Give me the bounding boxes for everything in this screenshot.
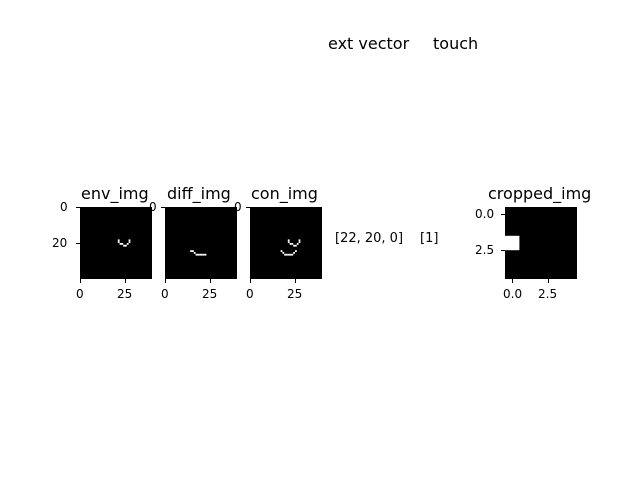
pixel [289, 243, 292, 245]
pixel [199, 253, 201, 256]
pixel [123, 244, 125, 247]
env-img-pixels [117, 239, 131, 247]
cropped-img-ytick-2-5: 2.5 [475, 243, 495, 257]
pixel [287, 241, 290, 243]
env-img-canvas [80, 207, 152, 279]
pixel [190, 250, 192, 252]
cropped-img-xtick-0: 0.0 [503, 287, 523, 301]
cropped-img-xtick-mark-2-5 [548, 279, 549, 283]
con-img-title: con_img [251, 184, 318, 203]
env-img-ytick-mark-20 [76, 243, 80, 244]
cropped-img-ytick-mark-0 [501, 214, 505, 215]
diff-img-ytick-mark-0 [161, 207, 165, 208]
con-img-xtick-mark-25 [295, 279, 296, 283]
pixel [293, 252, 295, 254]
diff-img-xtick-mark-25 [210, 279, 211, 283]
pixel [121, 243, 124, 245]
pixel [119, 243, 122, 245]
pixel [287, 253, 290, 256]
cropped-img-canvas [505, 207, 577, 279]
diff-img-canvas [165, 207, 237, 279]
diff-img-title: diff_img [167, 184, 231, 203]
pixel [298, 239, 301, 242]
pixel [192, 250, 194, 252]
con-img-pixels [280, 239, 301, 256]
con-img-xtick-25: 25 [287, 287, 303, 301]
pixel [289, 253, 292, 256]
pixel [195, 253, 198, 256]
pixel [128, 239, 131, 242]
pixel [295, 244, 297, 247]
env-img-xtick-25: 25 [117, 287, 133, 301]
env-img-ytick-0: 0 [60, 200, 68, 214]
pixel [128, 241, 131, 243]
pixel [296, 243, 299, 245]
cropped-img-xtick-mark-0 [512, 279, 513, 283]
pixel [202, 253, 205, 256]
pixel [291, 253, 294, 256]
con-img-canvas [250, 207, 322, 279]
cropped-img-ytick-mark-2-5 [501, 250, 505, 251]
diff-img-pixels [190, 250, 207, 256]
cropped-img-xtick-2-5: 2.5 [538, 287, 558, 301]
pixel [291, 243, 294, 245]
pixel [193, 252, 196, 254]
header-ext-vector: ext vector [328, 34, 410, 53]
con-img-xtick-mark-0 [250, 279, 251, 283]
pixel [126, 243, 129, 245]
pixel [282, 252, 285, 254]
diff-img-ytick-0: 0 [149, 200, 157, 214]
env-img-ytick-mark-0 [76, 207, 80, 208]
env-img-xtick-mark-25 [125, 279, 126, 283]
env-img-ytick-20: 20 [52, 236, 68, 250]
con-img-ytick-0: 0 [234, 200, 242, 214]
env-img-title: env_img [81, 184, 149, 203]
touch-value: [1] [420, 231, 439, 246]
con-img-ytick-mark-0 [246, 207, 250, 208]
pixel [286, 253, 288, 256]
cropped-img-title: cropped_img [488, 184, 592, 203]
pixel [287, 239, 290, 242]
env-img-xtick-0: 0 [76, 287, 84, 301]
con-img-xtick-0: 0 [246, 287, 254, 301]
cropped-img-ytick-0: 0.0 [475, 207, 495, 221]
pixel [295, 250, 297, 252]
pixel [284, 253, 286, 256]
ext-vector-value: [22, 20, 0] [335, 231, 404, 246]
pixel [197, 253, 200, 256]
diff-img-xtick-25: 25 [202, 287, 218, 301]
diff-img-xtick-0: 0 [161, 287, 169, 301]
cropped-img-pixels [505, 235, 520, 251]
pixel [280, 250, 283, 252]
diff-img-xtick-mark-0 [165, 279, 166, 283]
pixel [117, 241, 120, 243]
pixel [293, 244, 295, 247]
pixel [117, 239, 120, 242]
pixel [201, 253, 203, 256]
pixel [505, 235, 520, 251]
env-img-xtick-mark-0 [80, 279, 81, 283]
header-touch: touch [433, 34, 479, 53]
pixel [204, 253, 207, 256]
pixel [298, 241, 301, 243]
pixel [125, 244, 127, 247]
